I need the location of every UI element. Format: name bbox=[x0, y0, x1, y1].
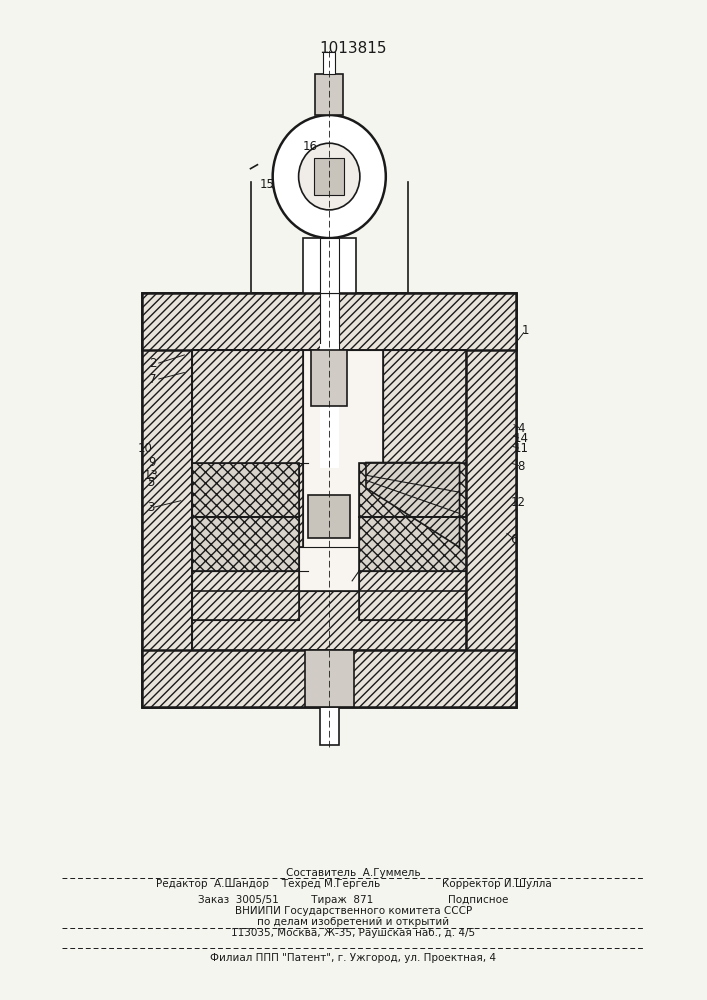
Bar bbox=[315, 74, 343, 115]
Bar bbox=[311, 350, 347, 406]
Bar bbox=[308, 495, 350, 538]
Bar bbox=[142, 293, 516, 350]
Bar bbox=[359, 571, 467, 620]
Bar bbox=[359, 517, 467, 571]
Bar bbox=[142, 650, 516, 707]
Text: Заказ  3005/51          Тираж  871                       Подписное: Заказ 3005/51 Тираж 871 Подписное bbox=[198, 895, 509, 905]
Text: 16: 16 bbox=[303, 140, 318, 153]
Bar bbox=[320, 344, 339, 468]
Bar bbox=[192, 463, 300, 517]
Bar bbox=[192, 350, 303, 547]
Bar bbox=[192, 463, 300, 517]
Text: 1013815: 1013815 bbox=[320, 41, 387, 56]
Bar bbox=[359, 463, 467, 517]
Text: 7: 7 bbox=[148, 373, 156, 386]
Bar bbox=[467, 293, 516, 707]
Text: ВНИИПИ Государственного комитета СССР: ВНИИПИ Государственного комитета СССР bbox=[235, 906, 472, 916]
Text: 4: 4 bbox=[518, 422, 525, 436]
Bar bbox=[192, 517, 300, 571]
Bar bbox=[303, 238, 356, 293]
Bar bbox=[383, 350, 467, 547]
Text: 13: 13 bbox=[144, 469, 158, 482]
Bar bbox=[320, 707, 339, 745]
Bar bbox=[142, 293, 192, 707]
Bar bbox=[383, 350, 467, 547]
Text: 113035, Москва, Ж-35, Раушская наб., д. 4/5: 113035, Москва, Ж-35, Раушская наб., д. … bbox=[231, 928, 476, 938]
Bar bbox=[192, 571, 300, 620]
Bar bbox=[192, 591, 467, 650]
Bar bbox=[192, 571, 300, 620]
Bar bbox=[303, 350, 383, 547]
Bar bbox=[320, 238, 339, 293]
Bar bbox=[142, 650, 516, 707]
Bar bbox=[305, 650, 354, 707]
Ellipse shape bbox=[273, 115, 386, 238]
Text: 8: 8 bbox=[518, 460, 525, 473]
Text: Филиал ППП "Патент", г. Ужгород, ул. Проектная, 4: Филиал ППП "Патент", г. Ужгород, ул. Про… bbox=[211, 953, 496, 963]
Bar bbox=[311, 350, 347, 406]
Text: 14: 14 bbox=[514, 432, 529, 445]
Text: по делам изобретений и открытий: по делам изобретений и открытий bbox=[257, 917, 450, 927]
Bar bbox=[314, 158, 344, 195]
Bar bbox=[142, 293, 516, 350]
Polygon shape bbox=[366, 463, 460, 547]
Bar bbox=[192, 350, 303, 547]
Bar bbox=[192, 591, 467, 650]
Bar bbox=[320, 293, 339, 350]
Bar bbox=[315, 74, 343, 115]
Text: 11: 11 bbox=[514, 442, 529, 455]
Text: 5: 5 bbox=[148, 476, 155, 489]
Bar bbox=[192, 517, 300, 571]
Bar bbox=[305, 650, 354, 707]
Text: Редактор  А.Шандор    Техред М.Гергель                   Корректор И.Шулла: Редактор А.Шандор Техред М.Гергель Корре… bbox=[156, 879, 551, 889]
Bar bbox=[359, 463, 467, 517]
Text: 1: 1 bbox=[522, 324, 529, 337]
Ellipse shape bbox=[298, 143, 360, 210]
Bar bbox=[314, 158, 344, 195]
Bar bbox=[359, 517, 467, 571]
Text: 10: 10 bbox=[138, 442, 153, 455]
Text: 6: 6 bbox=[510, 533, 518, 546]
Bar bbox=[308, 495, 350, 538]
Bar bbox=[323, 52, 336, 74]
Bar bbox=[467, 293, 516, 707]
Bar bbox=[359, 571, 467, 620]
Text: 3: 3 bbox=[148, 501, 155, 514]
Bar bbox=[142, 293, 516, 707]
Bar bbox=[192, 350, 467, 650]
Text: 12: 12 bbox=[510, 496, 525, 509]
Text: 15: 15 bbox=[259, 178, 274, 191]
Text: Составитель  А.Гуммель: Составитель А.Гуммель bbox=[286, 868, 421, 878]
Text: 2: 2 bbox=[148, 357, 156, 370]
Text: 9: 9 bbox=[148, 456, 156, 469]
Bar bbox=[142, 293, 192, 707]
